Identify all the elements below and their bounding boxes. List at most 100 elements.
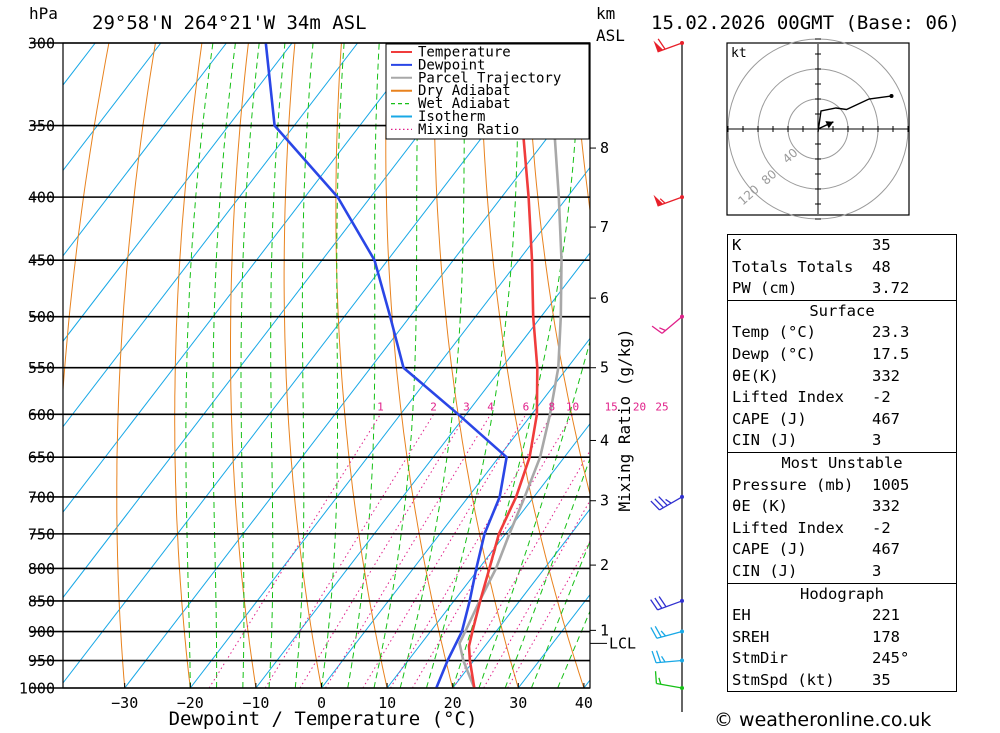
- height-tick-label: 1: [600, 621, 609, 639]
- dry-adiabat-line: [335, 43, 388, 688]
- wet-adiabat-line: [530, 540, 590, 688]
- surface-theta-e-label: θE(K): [732, 366, 779, 385]
- pressure-tick-label: 800: [28, 560, 55, 578]
- temperature-tick-label: −30: [111, 694, 138, 712]
- wind-barb: [650, 625, 684, 639]
- mu-li-value: -2: [872, 518, 891, 537]
- x-axis-title: Dewpoint / Temperature (°C): [169, 708, 478, 730]
- eh-row: EH 221: [728, 605, 956, 627]
- surface-li-label: Lifted Index: [732, 388, 844, 407]
- sreh-label: SREH: [732, 627, 770, 646]
- mixing-ratio-tick-labels: 1 2 3 4 6 8 10 15 20 25: [377, 400, 669, 413]
- mu-cin-row: CIN (J) 3: [728, 561, 956, 583]
- surface-cin-row: CIN (J) 3: [728, 430, 956, 452]
- hodograph-end-point: [889, 94, 894, 98]
- mixing-ratio-label: 3: [463, 400, 470, 413]
- surface-li-row: Lifted Index -2: [728, 387, 956, 409]
- credit-link[interactable]: © weatheronline.co.uk: [714, 709, 932, 731]
- mixing-ratio-label: 4: [487, 400, 494, 413]
- asl-unit-label: ASL: [596, 26, 625, 45]
- wind-barb: [650, 596, 684, 611]
- dewpoint-curve: [264, 43, 508, 688]
- stmdir-value: 245°: [872, 649, 910, 668]
- isotherm-line: [189, 166, 590, 688]
- mixing-ratio-label: 8: [548, 400, 555, 413]
- totals-totals-label: Totals Totals: [732, 257, 854, 276]
- pressure-tick-label: 850: [28, 592, 55, 610]
- lcl-label: LCL: [609, 634, 636, 652]
- mu-theta-e-label: θE (K): [732, 497, 788, 516]
- stmspd-value: 35: [872, 670, 891, 689]
- eh-label: EH: [732, 606, 751, 625]
- wind-barb: [654, 671, 684, 690]
- height-tick-label: 6: [600, 289, 609, 307]
- storm-motion-arrowhead: [825, 121, 834, 129]
- pressure-tick-label: 700: [28, 488, 55, 506]
- surface-dewp-label: Dewp (°C): [732, 344, 816, 363]
- dry-adiabat-line: [230, 43, 257, 688]
- surface-cape-row: CAPE (J) 467: [728, 409, 956, 431]
- wind-barb: [653, 194, 684, 207]
- pressure-tick-labels: 300 350 400 450 500 550 600 650 700 750 800 850 900 9…: [19, 35, 55, 698]
- legend-label: Temperature: [418, 45, 511, 61]
- isotherm-line: [0, 43, 30, 688]
- temperature-tick-label: 40: [575, 694, 593, 712]
- sreh-value: 178: [872, 627, 900, 646]
- surface-section: Surface Temp (°C) 23.3 Dewp (°C) 17.5 θE(K…: [728, 299, 956, 452]
- stmdir-row: StmDir 245°: [728, 648, 956, 670]
- mu-pressure-label: Pressure (mb): [732, 475, 854, 494]
- isotherm-line: [452, 508, 590, 688]
- pressure-tick-label: 1000: [19, 680, 55, 698]
- pressure-tick-label: 550: [28, 359, 55, 377]
- pressure-tick-label: 900: [28, 623, 55, 641]
- surface-theta-e-value: 332: [872, 366, 900, 385]
- legend-label: Dry Adiabat: [418, 83, 511, 99]
- surface-cin-label: CIN (J): [732, 431, 798, 450]
- mixing-ratio-label: 20: [633, 400, 646, 413]
- hodograph-section: Hodograph EH 221 SREH 178 StmDir 245° StmSp…: [728, 582, 956, 692]
- temperature-tick-label: 30: [509, 694, 527, 712]
- isotherm-line: [321, 337, 590, 688]
- surface-dewp-value: 17.5: [872, 344, 910, 363]
- mixing-ratio-axis-title: Mixing Ratio (g/kg): [615, 328, 634, 511]
- stmdir-label: StmDir: [732, 649, 788, 668]
- hpa-unit-label: hPa: [29, 4, 58, 23]
- isotherm-line: [386, 422, 590, 688]
- temperature-curve: [467, 43, 539, 688]
- mu-cape-value: 467: [872, 540, 900, 559]
- mixing-ratio-line: [362, 414, 527, 688]
- isotherm-line: [124, 81, 590, 688]
- mu-cin-label: CIN (J): [732, 561, 798, 580]
- pressure-tick-label: 750: [28, 525, 55, 543]
- mu-pressure-value: 1005: [872, 475, 910, 494]
- pressure-tick-label: 300: [28, 35, 55, 53]
- isotherm-line: [63, 43, 555, 684]
- profile-curves: [264, 43, 563, 688]
- hodograph-trace: [817, 95, 892, 133]
- dry-adiabat-line: [992, 43, 1000, 688]
- wet-adiabat-line: [504, 456, 590, 688]
- wind-barb: [651, 314, 684, 334]
- location-title: 29°58'N 264°21'W 34m ASL: [92, 12, 367, 34]
- eh-value: 221: [872, 606, 900, 625]
- isotherm-line: [63, 43, 227, 257]
- most-unstable-section: Most Unstable Pressure (mb) 1005 θE (K) 33…: [728, 451, 956, 583]
- hodograph-unit-label: kt: [731, 46, 747, 61]
- surface-temp-value: 23.3: [872, 323, 910, 342]
- mixing-ratio-label: 6: [523, 400, 530, 413]
- surface-theta-e-row: θE(K) 332: [728, 366, 956, 388]
- wind-barb: [653, 38, 684, 53]
- temperature-tick-labels: −30 −20 −10 0 10 20 30 40: [111, 683, 593, 712]
- hodograph-title: Hodograph: [800, 584, 884, 603]
- dry-adiabat-line: [63, 43, 110, 398]
- k-index-row: K 35: [728, 235, 956, 257]
- dry-adiabat-line: [573, 43, 590, 214]
- mixing-ratio-label: 10: [566, 400, 579, 413]
- surface-cin-value: 3: [872, 431, 882, 450]
- pressure-tick-label: 400: [28, 189, 55, 207]
- height-tick-labels: 8 7 6 5 4 3 2 1: [590, 139, 609, 644]
- wet-adiabat-line: [557, 609, 590, 688]
- wind-barbs: [650, 38, 684, 712]
- pressure-tick-label: 450: [28, 252, 55, 270]
